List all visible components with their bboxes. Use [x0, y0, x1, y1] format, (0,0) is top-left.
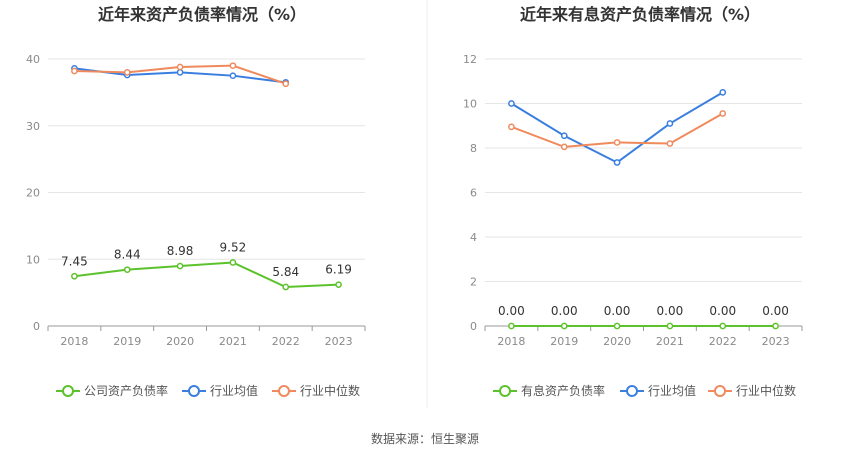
right-data-label: 0.00	[709, 304, 736, 318]
right-y-tick-label: 6	[470, 187, 477, 200]
right-y-tick-label: 2	[470, 276, 477, 289]
legend-circle-icon	[714, 385, 726, 397]
asset-liability-ratio-chart: 近年来资产负债率情况（%） 0 10 20 30 40 2018 2019 2020 2021 2…	[26, 5, 366, 398]
right-series-point-1	[508, 100, 515, 107]
left-data-label: 8.98	[167, 244, 194, 258]
right-series-point-1	[719, 89, 727, 96]
right-series-point-2	[613, 139, 621, 146]
left-x-tick-label: 2023	[325, 335, 353, 348]
right-legend-label: 行业均值	[648, 383, 696, 398]
right-series-point-1	[560, 132, 568, 140]
right-data-label: 0.00	[498, 304, 525, 318]
left-data-label: 9.52	[220, 240, 247, 254]
left-y-tick-label: 30	[26, 120, 40, 133]
left-series-point-0	[229, 259, 237, 266]
left-series-point-0	[176, 262, 184, 270]
right-legend-label: 有息资产负债率	[521, 383, 605, 398]
left-legend-label: 行业中位数	[300, 383, 360, 398]
left-y-tick-label: 40	[26, 53, 40, 66]
right-x-tick-label: 2018	[497, 335, 525, 348]
right-y-tick-label: 0	[470, 320, 477, 333]
left-y-tick-label: 0	[33, 320, 40, 333]
left-data-label: 6.19	[325, 263, 352, 277]
left-data-label: 7.45	[61, 254, 88, 268]
left-data-label: 5.84	[272, 265, 299, 279]
left-series-point-1	[229, 72, 237, 80]
right-series-point-2	[666, 140, 674, 147]
right-x-tick-label: 2021	[656, 335, 684, 348]
left-legend-item-0: 公司资产负债率	[56, 383, 168, 398]
right-y-tick-label: 8	[470, 142, 477, 155]
left-y-tick-label: 20	[26, 187, 40, 200]
left-x-tick-label: 2022	[272, 335, 300, 348]
right-series-point-2	[719, 110, 727, 117]
left-x-tick-label: 2020	[166, 335, 194, 348]
right-legend-item-2: 行业中位数	[708, 383, 796, 398]
left-x-tick-label: 2018	[60, 335, 88, 348]
right-x-tick-label: 2019	[550, 335, 578, 348]
right-series-point-0	[560, 322, 568, 330]
left-x-tick-label: 2021	[219, 335, 247, 348]
left-series-point-0	[282, 283, 290, 291]
right-x-tick-label: 2023	[762, 335, 790, 348]
right-data-label: 0.00	[657, 304, 684, 318]
left-legend-label: 行业均值	[210, 383, 258, 398]
right-legend-item-1: 行业均值	[620, 383, 696, 398]
legend-circle-icon	[188, 385, 200, 397]
left-series-point-2	[123, 69, 131, 76]
legend-circle-icon	[278, 385, 290, 397]
left-legend-item-1: 行业均值	[182, 383, 258, 398]
left-series-point-0	[335, 281, 342, 289]
left-x-tick-label: 2019	[113, 335, 141, 348]
left-series-line-0	[74, 261, 339, 289]
interest-bearing-liability-ratio-chart: 近年来有息资产负债率情况（%） 0 2 4 6 8 10 12 2018 2019 2020 202…	[463, 5, 803, 398]
right-series-point-2	[508, 123, 515, 131]
left-series-point-2	[176, 63, 184, 71]
right-series-line-1	[510, 91, 724, 164]
left-series-point-2	[282, 80, 290, 88]
right-y-tick-label: 10	[463, 98, 477, 111]
left-y-tick-label: 10	[26, 253, 40, 266]
right-series-point-1	[666, 120, 674, 127]
legend-circle-icon	[626, 385, 638, 397]
right-y-tick-label: 4	[470, 231, 477, 244]
right-data-label: 0.00	[762, 304, 789, 318]
right-x-tick-label: 2020	[603, 335, 631, 348]
right-legend-item-0: 有息资产负债率	[493, 383, 605, 398]
right-legend-label: 行业中位数	[736, 383, 796, 398]
left-chart-title: 近年来资产负债率情况（%）	[98, 5, 306, 24]
right-series-point-0	[719, 322, 727, 330]
left-legend-label: 公司资产负债率	[84, 383, 168, 398]
left-series-point-2	[71, 67, 78, 75]
data-source-text: 数据来源：恒生聚源	[371, 431, 479, 446]
legend-circle-icon	[62, 385, 74, 397]
left-series-point-1	[176, 69, 184, 76]
legend-circle-icon	[499, 385, 511, 397]
left-legend-item-2: 行业中位数	[272, 383, 360, 398]
right-series-point-0	[666, 322, 674, 330]
right-series-point-0	[508, 322, 515, 330]
right-series-point-2	[560, 143, 568, 151]
right-data-label: 0.00	[604, 304, 631, 318]
left-series-point-2	[229, 62, 237, 70]
right-series-point-1	[613, 159, 621, 166]
left-series-point-0	[71, 272, 78, 280]
right-y-tick-label: 12	[463, 53, 477, 66]
left-data-label: 8.44	[114, 248, 141, 262]
right-series-point-0	[613, 322, 621, 330]
right-series-point-0	[772, 322, 779, 330]
right-x-tick-label: 2022	[709, 335, 737, 348]
left-series-point-0	[123, 266, 131, 274]
right-data-label: 0.00	[551, 304, 578, 318]
right-chart-title: 近年来有息资产负债率情况（%）	[520, 5, 760, 24]
